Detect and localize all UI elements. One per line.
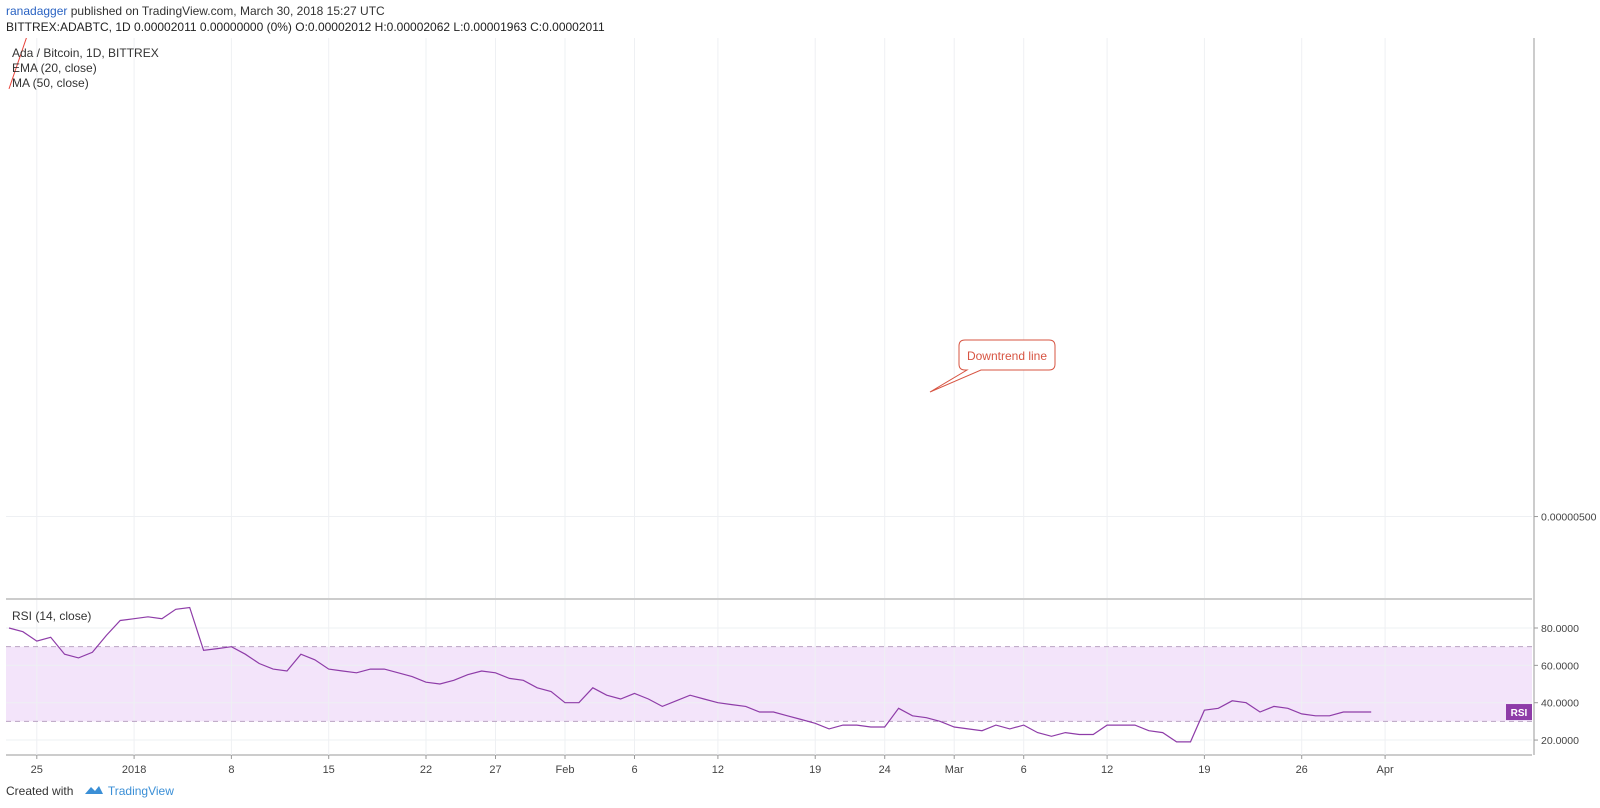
rsi-tag-bg: [1506, 704, 1532, 721]
time-tick-label: 24: [879, 764, 891, 776]
rsi-tick-label: 60.0000: [1541, 660, 1579, 672]
chart-header: ranadagger published on TradingView.com,…: [0, 0, 1600, 38]
publish-line: ranadagger published on TradingView.com,…: [6, 4, 385, 18]
callout-bubble: [929, 339, 1056, 393]
time-tick-label: 12: [712, 764, 724, 776]
time-tick-label: 22: [420, 764, 432, 776]
price-plot-background: [6, 38, 1532, 598]
tradingview-brand[interactable]: TradingView: [107, 784, 174, 798]
time-tick-label: Feb: [556, 764, 575, 776]
rsi-panel: RSI (14, close): [6, 600, 1532, 755]
author-link[interactable]: ranadagger: [6, 4, 68, 18]
legend-ma: MA (50, close): [12, 76, 89, 90]
time-tick-label: 25: [31, 764, 43, 776]
rsi-tag[interactable]: RSI: [1506, 704, 1532, 721]
rsi-tick-label: 20.0000: [1541, 735, 1579, 747]
time-tick-label: 27: [489, 764, 501, 776]
chart-area[interactable]: RSI (14, close) Downtrend line 0.0000050…: [0, 38, 1600, 780]
time-tick-label: 2018: [122, 764, 146, 776]
time-tick-label: Mar: [945, 764, 964, 776]
tradingview-cloud-icon: [84, 786, 103, 794]
price-grid: [6, 38, 1535, 756]
time-tick-label: 8: [228, 764, 234, 776]
rsi-title: RSI (14, close): [12, 609, 91, 623]
time-tick-label: 12: [1101, 764, 1113, 776]
chart-legend: Ada / Bitcoin, 1D, BITTREX EMA (20, clos…: [12, 46, 159, 90]
time-tick-label: Apr: [1377, 764, 1394, 776]
created-with-text: Created with: [6, 784, 74, 798]
rsi-line[interactable]: [8, 606, 1372, 743]
time-tick-label: 26: [1296, 764, 1308, 776]
time-tick-label: 6: [1021, 764, 1027, 776]
ohlc-line: BITTREX:ADABTC, 1D 0.00002011 0.00000000…: [6, 20, 605, 34]
price-axis[interactable]: 0.000005000.000010000.000015000.00002000…: [1502, 38, 1597, 524]
time-tick-label: 19: [809, 764, 821, 776]
rsi-tick-label: 40.0000: [1541, 698, 1579, 710]
rsi-band: [6, 646, 1532, 722]
annotations: Downtrend line: [929, 339, 1056, 393]
rsi-tag-label: RSI: [1511, 708, 1528, 719]
downtrend-callout[interactable]: Downtrend line: [929, 339, 1056, 393]
time-tick-label: 6: [631, 764, 637, 776]
legend-symbol: Ada / Bitcoin, 1D, BITTREX: [12, 46, 159, 60]
rsi-tick-label: 80.0000: [1541, 623, 1579, 635]
time-axis[interactable]: 25 2018 8 15 22 27 Feb 6 12 19 24 Mar 6 12 19 26 Apr: [31, 755, 1394, 776]
published-text: published on TradingView.com, March 30, …: [70, 4, 385, 18]
time-tick-label: 19: [1198, 764, 1210, 776]
price-tick-label: 0.00000500: [1541, 512, 1597, 524]
rsi-axis[interactable]: 20.0000 40.0000 60.0000 80.0000 RSI: [1506, 623, 1579, 747]
time-tick-label: 15: [323, 764, 335, 776]
legend-ema: EMA (20, close): [12, 61, 97, 75]
callout-label: Downtrend line: [967, 349, 1047, 363]
footer: Created with TradingView: [6, 784, 174, 798]
